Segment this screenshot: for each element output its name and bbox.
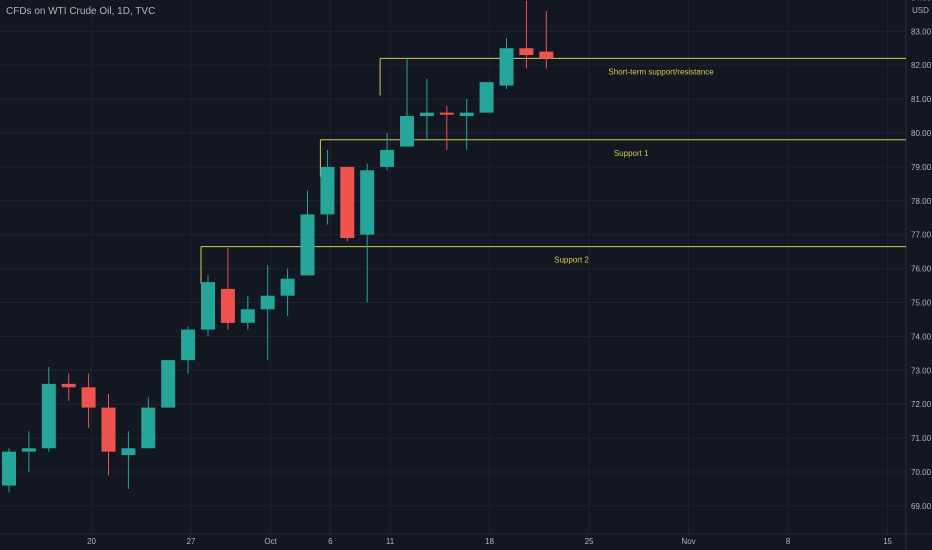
support-resistance-levels: Short-term support/resistance Support 1 Su… <box>200 57 906 284</box>
candle-up[interactable] <box>479 82 494 113</box>
candle-up[interactable] <box>499 48 514 86</box>
price-tick-label: 83.00 <box>911 27 932 36</box>
candle-up[interactable] <box>280 278 295 296</box>
price-tick-label: 84.00 <box>911 0 932 2</box>
price-tick-label: 82.00 <box>911 61 932 70</box>
candle-up[interactable] <box>360 170 375 235</box>
price-tick-label: 78.00 <box>911 197 932 206</box>
level-label: Short-term support/resistance <box>608 67 714 76</box>
currency-label[interactable]: USD <box>912 6 929 15</box>
time-tick-label: 18 <box>485 537 494 546</box>
time-tick-label: 27 <box>187 537 196 546</box>
candle-up[interactable] <box>459 112 474 117</box>
candle-up[interactable] <box>141 407 156 449</box>
level-label: Support 1 <box>614 149 649 158</box>
price-tick-label: 69.00 <box>911 502 932 511</box>
candle-up[interactable] <box>320 166 335 215</box>
candle-up[interactable] <box>121 448 136 456</box>
time-tick-label: 11 <box>386 537 395 546</box>
symbol-title[interactable]: CFDs on WTI Crude Oil, 1D, TVC <box>6 6 156 17</box>
candle-up[interactable] <box>380 149 395 167</box>
candle-down[interactable] <box>340 166 355 239</box>
price-tick-label: 73.00 <box>911 366 932 375</box>
price-tick-label: 72.00 <box>911 400 932 409</box>
candle-up[interactable] <box>41 383 56 449</box>
price-tick-label: 81.00 <box>911 95 932 104</box>
time-tick-label: 8 <box>786 537 791 546</box>
price-tick-label: 70.00 <box>911 468 932 477</box>
candle-up[interactable] <box>260 295 275 310</box>
candle-up[interactable] <box>201 282 215 330</box>
candles <box>2 0 554 493</box>
price-tick-label: 76.00 <box>911 265 932 274</box>
price-tick-label: 74.00 <box>911 332 932 341</box>
candle-down[interactable] <box>61 383 76 388</box>
time-tick-label: Oct <box>264 537 277 546</box>
candle-up[interactable] <box>181 329 196 361</box>
candle-down[interactable] <box>439 112 454 115</box>
price-tick-label: 80.00 <box>911 129 932 138</box>
price-tick-label: 77.00 <box>911 231 932 240</box>
time-tick-label: Nov <box>681 537 695 546</box>
price-tick-label: 79.00 <box>911 163 932 172</box>
time-tick-label: 20 <box>87 537 96 546</box>
time-tick-label: 6 <box>328 537 333 546</box>
price-tick-label: 75.00 <box>911 299 932 308</box>
candle-up[interactable] <box>240 309 255 323</box>
level-label: Support 2 <box>554 256 589 265</box>
candle-down[interactable] <box>81 387 96 408</box>
candle-up[interactable] <box>2 451 16 486</box>
time-tick-label: 25 <box>585 537 594 546</box>
candle-up[interactable] <box>300 214 315 276</box>
candle-down[interactable] <box>220 288 235 323</box>
candle-down[interactable] <box>539 51 554 59</box>
candle-down[interactable] <box>519 48 534 56</box>
candle-up[interactable] <box>21 448 36 452</box>
price-axis[interactable]: 69.00 70.00 71.00 72.00 73.00 74.00 75.00 76.00… <box>911 0 932 511</box>
price-tick-label: 71.00 <box>911 434 932 443</box>
candle-up[interactable] <box>400 116 414 147</box>
candle-up[interactable] <box>161 360 176 408</box>
time-axis[interactable]: 20 27 Oct 6 11 18 25 Nov 8 15 <box>87 537 892 546</box>
candle-down[interactable] <box>101 407 116 452</box>
candle-up[interactable] <box>419 112 434 117</box>
time-tick-label: 15 <box>883 537 892 546</box>
